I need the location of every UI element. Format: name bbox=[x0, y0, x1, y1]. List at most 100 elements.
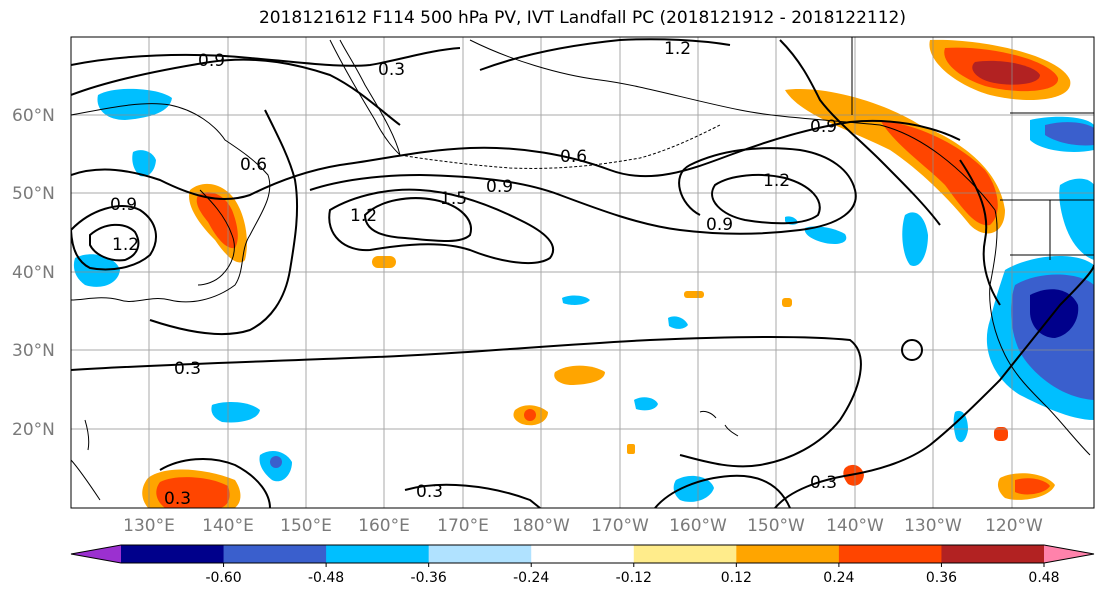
colorbar-tick-label: 0.48 bbox=[1028, 570, 1059, 586]
shade-negative-east-2 bbox=[668, 316, 688, 329]
contour-09-northwest bbox=[71, 58, 401, 126]
colorbar-extend-max bbox=[1044, 545, 1094, 563]
contour-label: 0.3 bbox=[416, 482, 443, 502]
shade-negative-canada-core bbox=[1045, 122, 1094, 146]
lat-tick-label: 50°N bbox=[12, 184, 55, 204]
coastlines bbox=[71, 37, 1094, 501]
latitude-labels: 60°N 50°N 40°N 30°N 20°N bbox=[12, 106, 55, 440]
lon-tick-label: 170°E bbox=[437, 516, 489, 536]
shade-negative-hawaii bbox=[634, 397, 658, 411]
shade-positive-hawaii-east bbox=[554, 365, 605, 385]
contour-labels: 0.9 0.3 1.2 0.6 0.9 1.5 1.2 0.9 1.2 0.9 … bbox=[110, 39, 837, 509]
shade-positive-small-3 bbox=[994, 427, 1008, 441]
lat-tick-label: 60°N bbox=[12, 106, 55, 126]
map-frame bbox=[70, 36, 1095, 509]
lon-tick-label: 140°W bbox=[826, 516, 884, 536]
coast-alaska bbox=[469, 39, 996, 211]
colorbar-segment bbox=[941, 545, 1045, 563]
colorbar-tick-label: -0.36 bbox=[411, 570, 447, 586]
colorbar-tick-label: -0.60 bbox=[205, 570, 241, 586]
lon-tick-label: 160°E bbox=[358, 516, 410, 536]
shade-positive-sw-pacific-core bbox=[156, 477, 230, 508]
shade-negative-yellow-sea bbox=[73, 254, 120, 287]
colorbar-segment bbox=[223, 545, 327, 563]
contour-label: 0.3 bbox=[810, 473, 837, 493]
lon-tick-label: 170°W bbox=[591, 516, 649, 536]
shade-positive-small-5 bbox=[782, 298, 792, 307]
colorbar-tick-label: -0.12 bbox=[616, 570, 652, 586]
lon-tick-label: 140°E bbox=[202, 516, 254, 536]
shade-positive-small-2 bbox=[684, 291, 704, 298]
contour-03-north bbox=[71, 47, 461, 67]
contour-09-nw-closed bbox=[71, 205, 157, 271]
contour-12-east bbox=[711, 173, 821, 225]
contour-label: 1.2 bbox=[350, 206, 377, 226]
colorbar-segment bbox=[428, 545, 532, 563]
colorbar-tick-label: -0.48 bbox=[308, 570, 344, 586]
shade-positive-hawaii-west-core bbox=[524, 409, 536, 421]
contour-label: 0.9 bbox=[110, 195, 137, 215]
shade-negative-guam-core bbox=[270, 456, 282, 468]
contour-label: 0.9 bbox=[198, 51, 225, 71]
contour-09-ne bbox=[779, 39, 941, 226]
contour-label: 0.3 bbox=[378, 60, 405, 80]
coast-north-america bbox=[989, 209, 1091, 456]
coast-philippines bbox=[71, 419, 101, 501]
contour-12-main bbox=[328, 188, 555, 264]
shade-negative-east-3 bbox=[562, 295, 590, 305]
shade-positive-gulf-alaska bbox=[785, 89, 1005, 234]
colorbar-segment bbox=[326, 545, 430, 563]
colorbar-outline bbox=[70, 544, 1095, 564]
contour-label: 0.6 bbox=[560, 147, 587, 167]
lat-tick-label: 30°N bbox=[12, 341, 55, 361]
colorbar-tick-label: 0.36 bbox=[926, 570, 957, 586]
contour-label: 0.6 bbox=[240, 155, 267, 175]
shade-positive-east-pacific-max bbox=[972, 60, 1040, 85]
shade-positive-gulf-alaska-core bbox=[880, 120, 998, 226]
shade-negative-kamchatka-south bbox=[132, 150, 156, 177]
lon-tick-label: 130°W bbox=[904, 516, 962, 536]
lon-tick-label: 150°W bbox=[747, 516, 805, 536]
lon-tick-label: 150°E bbox=[280, 516, 332, 536]
colorbar-extend-min bbox=[71, 545, 121, 563]
colorbar-segment bbox=[736, 545, 840, 563]
lon-tick-label: 130°E bbox=[123, 516, 175, 536]
map-title: 2018121612 F114 500 hPa PV, IVT Landfall… bbox=[258, 8, 906, 28]
contour-label: 0.9 bbox=[810, 117, 837, 137]
colorbar-segment bbox=[121, 545, 225, 563]
shade-positive-baja-core bbox=[1015, 478, 1050, 495]
contour-03-central bbox=[71, 335, 862, 468]
lon-tick-label: 160°W bbox=[669, 516, 727, 536]
lon-tick-label: 120°W bbox=[985, 516, 1043, 536]
contour-03-west-loop bbox=[159, 458, 271, 508]
contour-label: 0.9 bbox=[486, 177, 513, 197]
contour-label: 1.2 bbox=[763, 171, 790, 191]
shade-positive-small-4 bbox=[627, 444, 635, 454]
colorbar: -0.60 -0.48 -0.36 -0.24 -0.12 0.12 0.24 0.36 0.4… bbox=[70, 544, 1095, 586]
contour-06-main bbox=[71, 119, 961, 201]
contour-small-southwest bbox=[654, 474, 791, 508]
contour-label: 1.5 bbox=[440, 189, 467, 209]
shade-negative-east-4 bbox=[953, 410, 968, 443]
shade-negative-subtropic-south bbox=[673, 475, 714, 502]
contour-12-nw-closed bbox=[89, 223, 140, 262]
coast-aleutians bbox=[399, 124, 721, 169]
colorbar-segment bbox=[633, 545, 737, 563]
contour-closed-small-1 bbox=[901, 339, 923, 361]
contour-label: 0.3 bbox=[174, 359, 201, 379]
contour-06-north-kamchatka bbox=[149, 109, 299, 336]
shade-negative-rockies bbox=[1059, 178, 1094, 260]
contour-15-main bbox=[363, 197, 472, 243]
shade-negative-marianas bbox=[211, 402, 260, 423]
longitude-labels: 130°E 140°E 150°E 160°E 170°E 180°W 170°… bbox=[123, 516, 1043, 536]
pv-contours bbox=[71, 38, 1094, 508]
colorbar-segment bbox=[838, 545, 942, 563]
colorbar-tick-label: 0.12 bbox=[721, 570, 752, 586]
border-interior bbox=[1010, 112, 1094, 260]
contour-label: 1.2 bbox=[664, 39, 691, 59]
colorbar-tick-label: -0.24 bbox=[513, 570, 549, 586]
coast-asia bbox=[71, 103, 271, 303]
shade-negative-pnw-inland bbox=[902, 212, 928, 266]
contour-label: 0.3 bbox=[164, 489, 191, 509]
